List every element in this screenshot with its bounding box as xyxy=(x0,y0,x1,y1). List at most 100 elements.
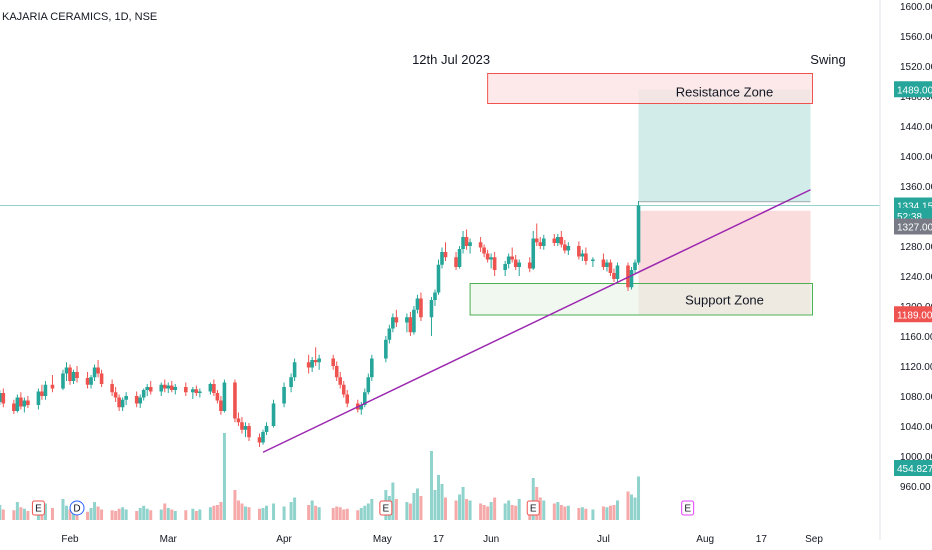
x-axis: Feb Mar Apr May 17 Jun Jul Aug 17 Sep xyxy=(61,534,823,545)
candle xyxy=(563,240,567,254)
volume-bar xyxy=(479,503,483,520)
volume-bar xyxy=(159,509,163,520)
volume-bar xyxy=(138,508,142,520)
candle xyxy=(162,379,167,393)
volume-bar xyxy=(258,508,262,520)
candle xyxy=(577,241,581,260)
candle xyxy=(236,412,241,426)
volume-bar xyxy=(514,505,518,520)
volume-bar xyxy=(440,484,444,520)
candle xyxy=(510,247,514,263)
candle xyxy=(198,388,202,398)
candle xyxy=(584,247,588,265)
volume-bar xyxy=(359,508,363,520)
candle xyxy=(247,423,251,441)
event-marker[interactable]: E xyxy=(379,500,393,516)
volume-bar xyxy=(243,506,247,520)
event-marker[interactable]: D xyxy=(69,500,85,516)
volume-bar xyxy=(552,503,556,520)
candle xyxy=(124,392,128,405)
event-marker[interactable]: E xyxy=(31,500,45,516)
candle xyxy=(282,382,286,408)
candle xyxy=(145,384,150,396)
volume-bar xyxy=(26,511,30,520)
candle xyxy=(184,382,188,396)
svg-text:52:38: 52:38 xyxy=(897,212,922,223)
volume-bar xyxy=(198,509,202,520)
resistance-label: Resistance Zone xyxy=(676,85,774,100)
close-price-tag: 1327.00 xyxy=(894,218,932,235)
volume-bar xyxy=(142,505,146,520)
volume-bar xyxy=(482,505,486,520)
volume-bar xyxy=(222,433,226,520)
volume-bar xyxy=(363,505,367,520)
candle xyxy=(559,231,564,248)
volume-bar xyxy=(86,511,90,520)
volume-bar xyxy=(194,511,198,520)
volume-bar xyxy=(314,505,318,520)
volume-bar xyxy=(191,508,195,520)
candle xyxy=(75,366,79,383)
candle xyxy=(345,390,350,408)
stop-price-tag: 1189.00 xyxy=(894,306,932,323)
x-tick-label: Apr xyxy=(276,534,292,545)
y-tick-label: 1400.00 xyxy=(900,152,932,163)
volume-bar xyxy=(408,503,412,520)
candle xyxy=(341,381,346,398)
x-tick-label: May xyxy=(373,534,392,545)
candle xyxy=(419,292,423,321)
volume-bar xyxy=(345,508,349,520)
candle xyxy=(173,384,178,395)
candle xyxy=(85,372,90,389)
candle xyxy=(113,387,118,402)
y-tick-label: 1600.00 xyxy=(900,2,932,13)
volume-bar xyxy=(391,482,395,520)
event-marker[interactable]: E xyxy=(526,500,540,516)
candle xyxy=(134,391,139,408)
volume-bar xyxy=(289,502,293,520)
candle xyxy=(517,259,522,276)
volume-bar xyxy=(212,505,216,520)
candle xyxy=(384,336,388,363)
volume-bar xyxy=(117,508,121,520)
y-tick-label: 1000.00 xyxy=(900,452,932,463)
x-tick-label: Jul xyxy=(597,534,610,545)
svg-text:E: E xyxy=(35,504,42,515)
volume-bar xyxy=(394,499,398,520)
volume-bar xyxy=(100,509,104,520)
candle xyxy=(120,397,125,411)
candle xyxy=(552,234,557,246)
volume-bar xyxy=(566,505,570,520)
volume-bar xyxy=(465,499,469,520)
volume-bar xyxy=(215,505,219,520)
candle xyxy=(0,390,2,405)
candle xyxy=(612,268,616,282)
candle xyxy=(492,252,497,276)
volume-bar xyxy=(605,507,609,520)
event-marker[interactable]: E xyxy=(681,500,695,516)
candle xyxy=(68,364,72,385)
candle xyxy=(1,388,6,408)
volume-bar xyxy=(591,509,595,520)
candle xyxy=(331,354,336,370)
volume-bar xyxy=(468,500,472,520)
volume-bar xyxy=(637,476,641,520)
y-tick-label: 1440.00 xyxy=(900,122,932,133)
volume-bar xyxy=(630,494,634,520)
candle xyxy=(243,422,248,438)
volume-bar xyxy=(577,508,581,520)
volume-bar xyxy=(507,500,511,520)
volume-bar xyxy=(335,506,339,520)
volume-bar xyxy=(64,505,68,520)
candle xyxy=(527,257,532,273)
volume-bar xyxy=(96,506,100,520)
volume-bar xyxy=(331,508,335,520)
volume-bar xyxy=(444,497,448,520)
volume-bar xyxy=(412,493,416,520)
trendline[interactable] xyxy=(262,189,811,453)
volume-bar xyxy=(135,511,139,520)
svg-text:E: E xyxy=(383,504,390,515)
volume-bar xyxy=(1,509,5,520)
